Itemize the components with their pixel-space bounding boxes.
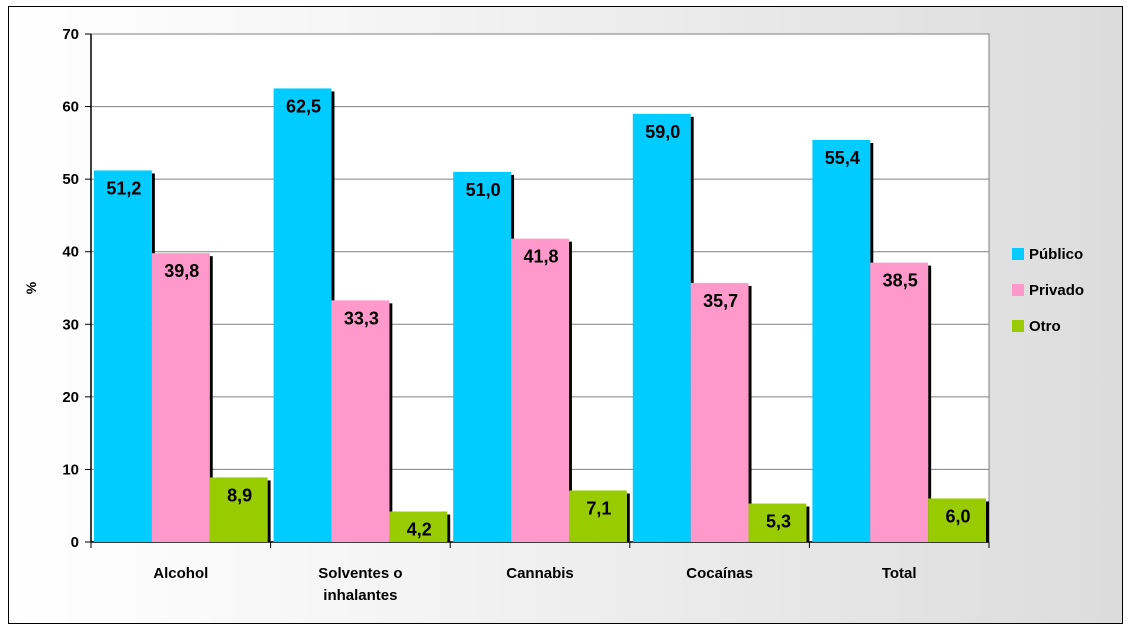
data-label: 51,0 — [466, 180, 501, 200]
data-label: 8,9 — [227, 485, 252, 505]
bar-shadow — [568, 241, 572, 542]
bar — [928, 498, 986, 542]
bar-shadow — [806, 506, 810, 542]
data-label: 7,1 — [586, 498, 611, 518]
data-label: 38,5 — [883, 271, 918, 291]
bar — [331, 300, 390, 542]
legend-label: Privado — [1029, 282, 1084, 299]
y-tick-label: 10 — [62, 461, 79, 478]
legend-swatch — [1012, 320, 1024, 332]
y-tick-label: 50 — [62, 171, 79, 188]
bar — [151, 253, 210, 542]
bar-shadow — [447, 514, 451, 542]
data-label: 33,3 — [344, 308, 379, 328]
bar — [453, 171, 512, 542]
y-tick-label: 0 — [71, 534, 79, 551]
bar-shadow — [626, 493, 630, 542]
x-tick-label: Alcohol — [153, 565, 208, 582]
data-label: 35,7 — [703, 291, 738, 311]
bar — [209, 477, 268, 542]
x-tick-label: inhalantes — [323, 587, 397, 604]
legend-label: Otro — [1029, 318, 1061, 335]
y-tick-label: 40 — [62, 244, 79, 261]
bar-shadow — [986, 501, 989, 542]
x-tick-label: Cannabis — [506, 565, 574, 582]
legend-swatch — [1012, 248, 1024, 260]
y-tick-label: 70 — [62, 26, 79, 43]
bar-shadow — [748, 285, 752, 542]
y-tick-label: 30 — [62, 316, 79, 333]
x-tick-label: Solventes o — [318, 565, 402, 582]
legend-label: Público — [1029, 246, 1083, 263]
data-label: 6,0 — [946, 506, 971, 526]
bar — [870, 262, 929, 542]
bar-shadow — [928, 265, 932, 542]
data-label: 5,3 — [766, 512, 791, 532]
bar-shadow — [267, 480, 271, 542]
bar — [389, 511, 448, 542]
bar — [511, 238, 569, 542]
data-label: 62,5 — [286, 96, 321, 116]
y-tick-label: 60 — [62, 99, 79, 116]
bar — [748, 503, 807, 542]
bar — [94, 170, 152, 543]
x-tick-label: Cocaínas — [686, 565, 753, 582]
bar-shadow — [209, 256, 213, 542]
bar-chart: 0 10 20 30 40 50 60 70% Alcohol 51,2 39,8 8,9 Solven… — [23, 26, 1084, 604]
data-label: 4,2 — [407, 520, 432, 540]
bar-shadow — [389, 303, 393, 542]
data-label: 41,8 — [523, 247, 558, 267]
data-label: 39,8 — [164, 261, 199, 281]
bar — [690, 282, 749, 542]
bar — [632, 113, 691, 542]
y-tick-label: 20 — [62, 389, 79, 406]
data-label: 51,2 — [106, 178, 141, 198]
legend-swatch — [1012, 284, 1024, 296]
data-label: 59,0 — [645, 122, 680, 142]
data-label: 55,4 — [825, 148, 860, 168]
chart-frame: 0 10 20 30 40 50 60 70% Alcohol 51,2 39,8 8,9 Solven… — [8, 6, 1123, 624]
y-axis-title: % — [23, 281, 39, 294]
bar — [273, 88, 332, 542]
bar — [568, 490, 627, 542]
x-tick-label: Total — [882, 565, 917, 582]
bar — [812, 139, 871, 542]
